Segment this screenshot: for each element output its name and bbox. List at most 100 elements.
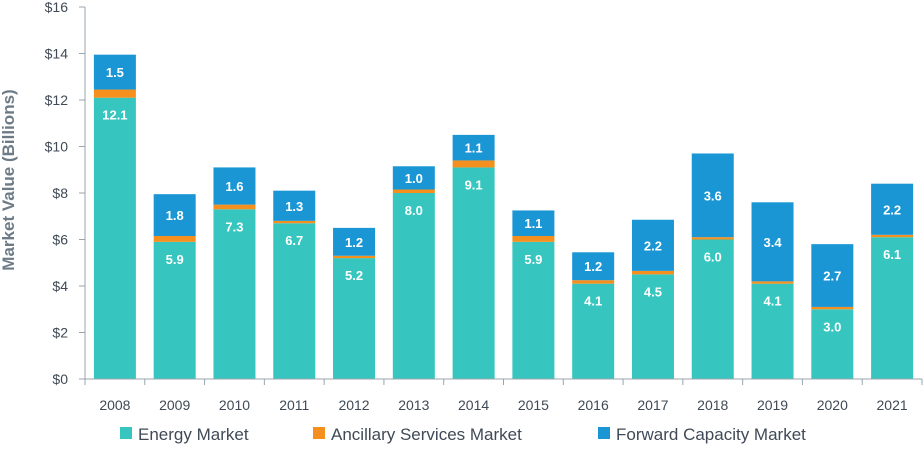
bar-segment [93, 89, 136, 98]
x-tick-label: 2020 [817, 397, 848, 413]
bar-segment [572, 280, 615, 284]
data-label: 7.3 [225, 219, 243, 234]
data-label: 1.1 [524, 216, 542, 231]
x-tick-label: 2013 [398, 397, 429, 413]
legend-label: Energy Market [138, 425, 249, 444]
y-axis-title: Market Value (Billions) [0, 89, 18, 270]
bar-segment [213, 204, 256, 210]
y-tick-label: $12 [45, 92, 69, 108]
bar-segment [452, 167, 495, 379]
data-label: 5.9 [524, 252, 542, 267]
x-tick-label: 2014 [458, 397, 489, 413]
bar-segment [333, 227, 376, 256]
y-tick-label: $4 [52, 278, 68, 294]
data-label: 5.2 [345, 268, 363, 283]
bar-segment [631, 270, 674, 275]
data-label: 4.1 [584, 294, 602, 309]
y-tick-label: $14 [45, 46, 69, 62]
data-label: 3.4 [763, 235, 782, 250]
data-label: 1.8 [166, 208, 184, 223]
y-tick-label: $10 [45, 139, 69, 155]
bar-segment [153, 236, 196, 242]
bar-segment [572, 252, 615, 281]
y-tick-label: $2 [52, 325, 68, 341]
data-label: 4.5 [644, 284, 662, 299]
legend-swatch [120, 427, 132, 439]
bar-segment [273, 220, 316, 224]
data-label: 1.1 [465, 141, 483, 156]
data-label: 8.0 [405, 203, 423, 218]
data-label: 3.0 [823, 319, 841, 334]
bar-segment [512, 241, 555, 379]
x-tick-label: 2018 [697, 397, 728, 413]
bar-segment [691, 237, 734, 240]
y-tick-label: $8 [52, 185, 68, 201]
bar-segment [452, 134, 495, 161]
data-label: 12.1 [102, 108, 127, 123]
bar-segment [871, 234, 914, 238]
bar-segment [213, 209, 256, 379]
data-label: 9.1 [465, 177, 483, 192]
bar-segment [871, 237, 914, 379]
legend-swatch [313, 427, 325, 439]
x-tick-label: 2015 [518, 397, 549, 413]
data-label: 4.1 [763, 294, 781, 309]
bar-segment [811, 309, 854, 379]
bar-segment [333, 258, 376, 379]
bar-segment [273, 223, 316, 379]
bar-segment [751, 202, 794, 282]
bar-segment [751, 281, 794, 284]
bar-segment [273, 190, 316, 221]
bar-segment [392, 166, 435, 190]
y-axis-ticks: $0 $2 $4 $6 $8 $10 $12 $14 $16 [45, 0, 85, 387]
bar-segment [333, 255, 376, 259]
y-tick-label: $6 [52, 232, 68, 248]
legend-label: Forward Capacity Market [616, 425, 806, 444]
bar-segment [93, 54, 136, 90]
bar-segment [512, 236, 555, 242]
x-tick-label: 2016 [578, 397, 609, 413]
data-label: 1.6 [225, 179, 243, 194]
data-label: 5.9 [166, 252, 184, 267]
bar-segment [631, 219, 674, 271]
data-label: 1.3 [285, 199, 303, 214]
x-axis-ticks: 2008 2009 2010 2011 2012 2013 2014 2015 2016 2017… [84, 379, 923, 413]
x-tick-label: 2021 [877, 397, 908, 413]
axes [84, 7, 922, 380]
data-label: 2.2 [644, 238, 662, 253]
bar-segment [93, 97, 136, 380]
bar-segment [512, 210, 555, 237]
x-tick-label: 2009 [159, 397, 190, 413]
bar-segment [811, 306, 854, 310]
data-label: 6.1 [883, 247, 901, 262]
x-tick-label: 2011 [279, 397, 309, 413]
bar-segment [153, 241, 196, 379]
bars: 12.1 1.5 5.9 1.8 7.3 1.6 6.7 1.3 5.2 1.2 8.0 1.0 9.1… [93, 54, 914, 380]
bar-segment [572, 283, 615, 379]
y-tick-label: $16 [45, 0, 69, 15]
legend: Energy Market Ancillary Services Market Fo… [120, 425, 806, 444]
bar-segment [691, 153, 734, 238]
bar-segment [751, 283, 794, 379]
data-label: 6.0 [704, 250, 722, 265]
data-label: 1.5 [106, 65, 124, 80]
data-label: 2.7 [823, 269, 841, 284]
bar-segment [691, 239, 734, 379]
x-tick-label: 2012 [338, 397, 369, 413]
bar-segment [153, 194, 196, 237]
bar-segment [811, 244, 854, 307]
data-label: 6.7 [285, 233, 303, 248]
bar-segment [871, 183, 914, 235]
data-label: 1.2 [584, 259, 602, 274]
bar-segment [213, 167, 256, 205]
data-label: 1.0 [405, 171, 423, 186]
legend-label: Ancillary Services Market [331, 425, 522, 444]
bar-segment [631, 274, 674, 379]
x-tick-label: 2017 [637, 397, 668, 413]
y-tick-label: $0 [52, 371, 68, 387]
bar-segment [452, 160, 495, 168]
x-tick-label: 2010 [219, 397, 250, 413]
x-tick-label: 2019 [757, 397, 788, 413]
data-label: 3.6 [704, 188, 722, 203]
